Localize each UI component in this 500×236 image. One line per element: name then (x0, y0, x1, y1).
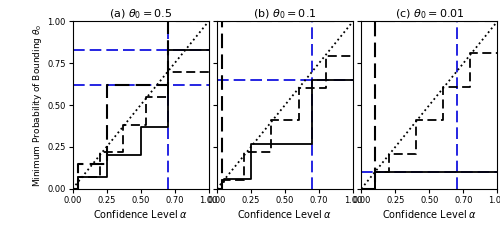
X-axis label: Confidence Level $\alpha$: Confidence Level $\alpha$ (93, 207, 188, 219)
Y-axis label: Minimum Probability of Bounding $\theta_0$: Minimum Probability of Bounding $\theta_… (32, 23, 44, 187)
Title: (b) $\theta_0 = 0.1$: (b) $\theta_0 = 0.1$ (253, 8, 317, 21)
Title: (a) $\theta_0 = 0.5$: (a) $\theta_0 = 0.5$ (109, 8, 172, 21)
Title: (c) $\theta_0 = 0.01$: (c) $\theta_0 = 0.01$ (394, 8, 464, 21)
X-axis label: Confidence Level $\alpha$: Confidence Level $\alpha$ (238, 207, 332, 219)
X-axis label: Confidence Level $\alpha$: Confidence Level $\alpha$ (382, 207, 477, 219)
